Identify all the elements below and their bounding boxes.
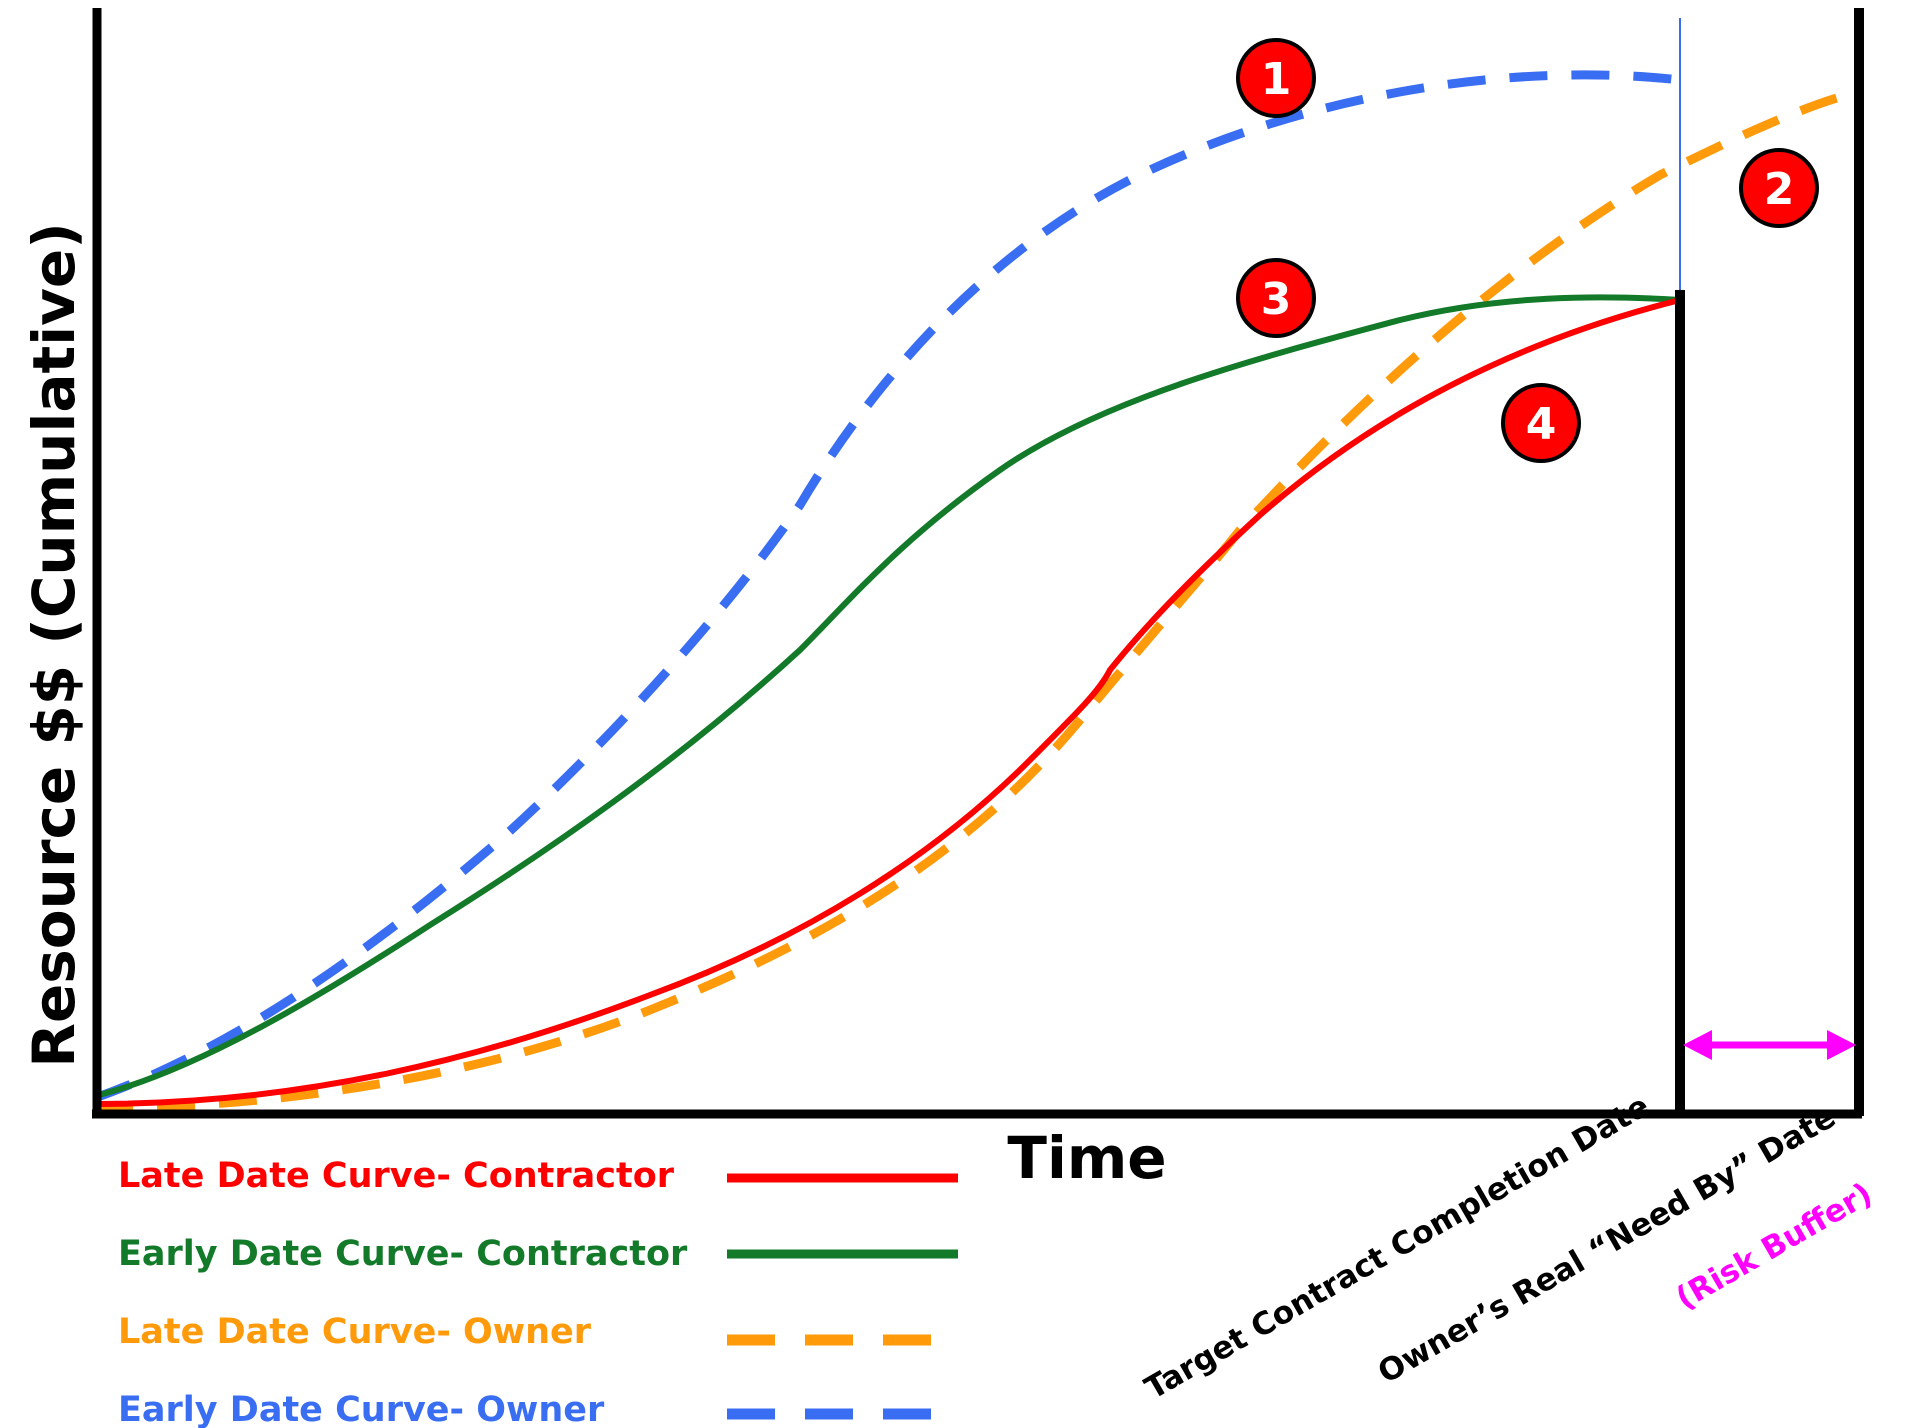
- svg-text:Late Date Curve- Contractor: Late Date Curve- Contractor: [118, 1156, 675, 1196]
- legend-item-early-contractor: Early Date Curve- Contractor: [118, 1234, 958, 1274]
- legend-item-late-owner: Late Date Curve- Owner: [118, 1312, 945, 1352]
- legend-item-early-owner: Early Date Curve- Owner: [118, 1390, 945, 1428]
- legend-item-late-contractor: Late Date Curve- Contractor: [118, 1156, 958, 1196]
- callout-2: 2: [1739, 148, 1819, 228]
- risk-buffer-arrow: [1683, 1030, 1856, 1060]
- callout-4: 4: [1501, 383, 1581, 463]
- svg-text:3: 3: [1261, 274, 1292, 325]
- svg-text:Early Date Curve- Contractor: Early Date Curve- Contractor: [118, 1234, 688, 1274]
- late-date-curve-contractor: [94, 297, 1681, 1107]
- late-date-curve-owner: [94, 87, 1861, 1113]
- svg-text:4: 4: [1526, 399, 1557, 450]
- x-axis-label: Time: [1007, 1124, 1166, 1192]
- legend: Late Date Curve- Contractor Early Date C…: [118, 1156, 958, 1428]
- callout-3: 3: [1236, 258, 1316, 338]
- y-axis-label: Resource $$ (Cumulative): [20, 222, 88, 1067]
- svg-text:Late Date Curve- Owner: Late Date Curve- Owner: [118, 1312, 592, 1352]
- svg-text:2: 2: [1764, 164, 1795, 215]
- callout-1: 1: [1236, 38, 1316, 118]
- early-date-curve-owner: [93, 70, 1681, 1103]
- svg-text:Early Date Curve- Owner: Early Date Curve- Owner: [118, 1390, 605, 1428]
- svg-text:1: 1: [1261, 54, 1292, 105]
- early-date-curve-contractor: [94, 294, 1681, 1099]
